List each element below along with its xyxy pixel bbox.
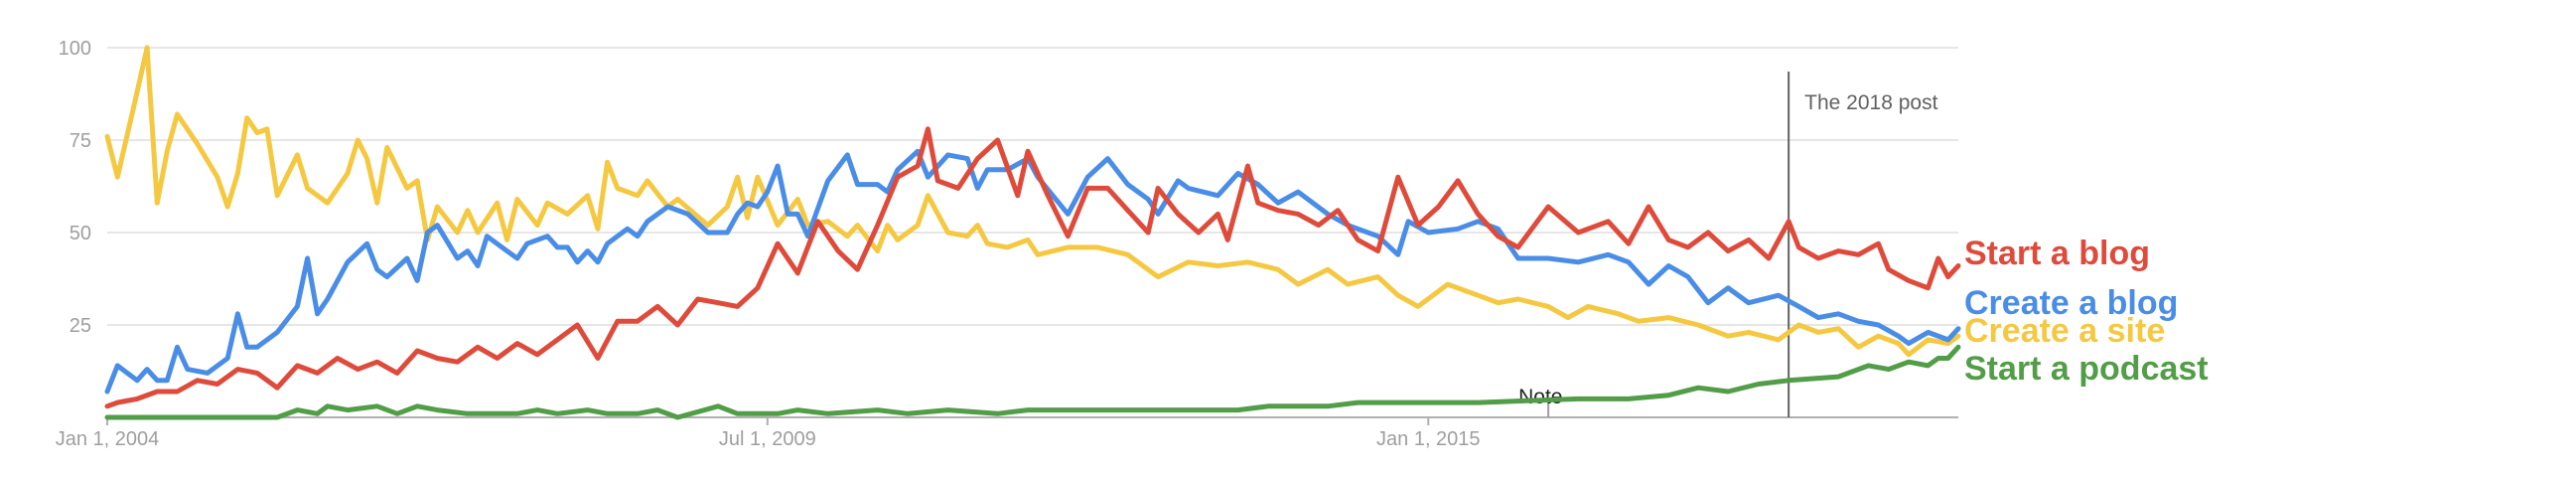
y-tick-label-100: 100 bbox=[59, 38, 91, 60]
legend-label-create-a-site: Create a site bbox=[1964, 312, 2165, 350]
series-line-start-a-blog bbox=[104, 126, 1961, 409]
gridlines bbox=[107, 47, 1958, 418]
x-tick-label-0: Jan 1, 2004 bbox=[56, 428, 160, 450]
legend-label-create-a-blog: Create a blog bbox=[1964, 284, 2178, 322]
series-lines bbox=[104, 45, 1961, 420]
series-line-create-a-blog bbox=[104, 148, 1961, 395]
legend-label-start-a-podcast: Start a podcast bbox=[1964, 350, 2209, 388]
y-tick-label-25: 25 bbox=[70, 315, 91, 337]
annotation-label-note: Note bbox=[1518, 386, 1562, 408]
y-tick-label-75: 75 bbox=[70, 130, 91, 152]
legend-label-start-a-blog: Start a blog bbox=[1964, 235, 2150, 272]
y-axis: 25 50 75 100 bbox=[59, 38, 91, 337]
x-tick-label-1: Jul 1, 2009 bbox=[719, 428, 816, 450]
y-tick-label-50: 50 bbox=[70, 223, 91, 244]
x-axis: Jan 1, 2004 Jul 1, 2009 Jan 1, 2015 bbox=[56, 417, 1481, 450]
series-line-start-a-podcast bbox=[104, 344, 1961, 420]
series-line-create-a-site bbox=[104, 45, 1961, 358]
x-tick-label-2: Jan 1, 2015 bbox=[1376, 428, 1481, 450]
annotation-label-2018-post: The 2018 post bbox=[1804, 91, 1937, 114]
